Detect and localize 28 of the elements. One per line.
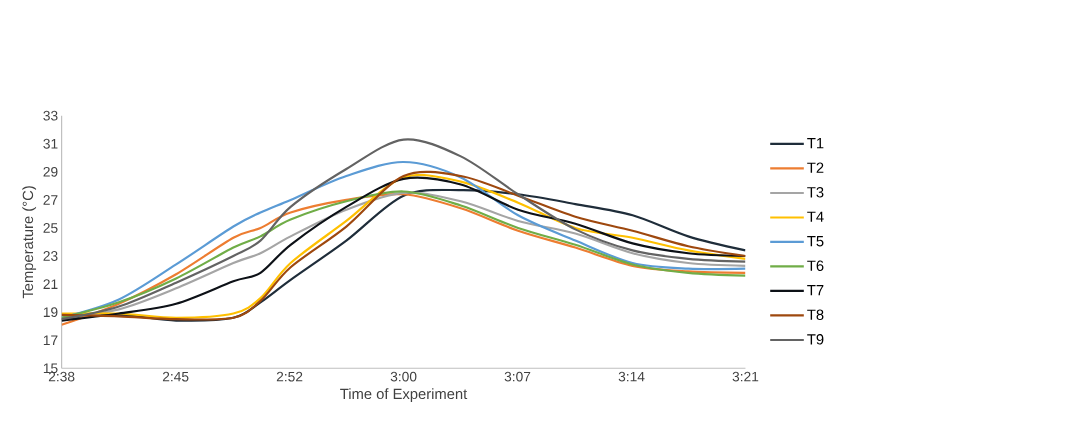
x-tick-label: 2:38 [48, 371, 75, 382]
x-tick-label: 2:52 [276, 371, 303, 382]
y-tick-label: 29 [43, 166, 58, 177]
legend-label: T8 [807, 309, 824, 320]
x-tick-label: 3:07 [504, 371, 531, 382]
x-tick-label: 3:14 [618, 371, 645, 382]
x-tick-label: 3:21 [732, 371, 759, 382]
legend-label: T5 [807, 235, 824, 247]
y-tick-label: 21 [43, 279, 58, 289]
legend-label: T7 [807, 284, 824, 296]
x-tick-label: 2:45 [162, 371, 189, 382]
x-tick-label: 3:00 [390, 371, 417, 382]
y-tick-label: 31 [43, 138, 58, 149]
y-tick-label: 19 [43, 307, 58, 317]
y-tick-label: 17 [43, 335, 58, 345]
y-tick-label: 23 [43, 250, 58, 261]
x-axis-title: Time of Experiment [340, 388, 468, 402]
legend-label: T3 [807, 186, 824, 198]
legend-label: T2 [807, 162, 824, 173]
y-tick-label: 25 [43, 222, 58, 233]
y-tick-label: 33 [43, 110, 58, 121]
legend-label: T1 [807, 137, 824, 148]
y-tick-label: 15 [43, 363, 58, 373]
legend-label: T6 [807, 260, 824, 271]
y-tick-label: 27 [43, 194, 58, 205]
y-axis-title: Temperature (°C) [22, 185, 37, 299]
legend-label: T9 [807, 333, 824, 345]
legend-label: T4 [807, 211, 824, 222]
